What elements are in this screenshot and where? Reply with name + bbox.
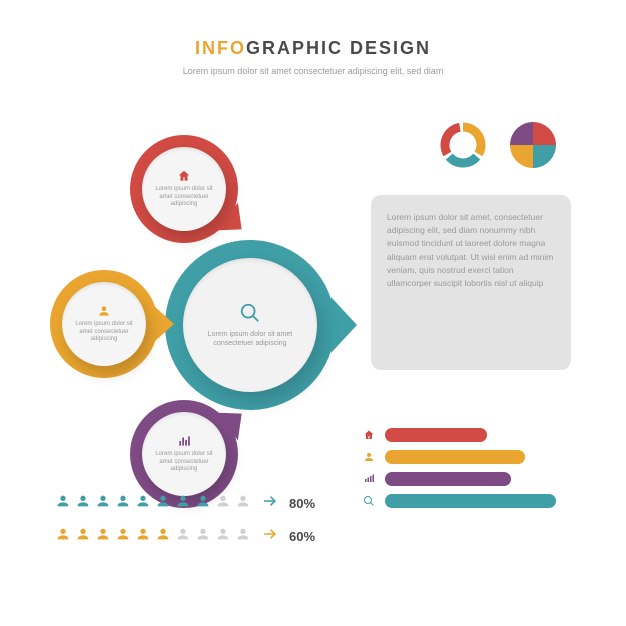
people-row-1: 60% (55, 525, 315, 548)
satellite-inner: Lorem ipsum dolor sit amet consectetuer … (62, 282, 146, 366)
satellite-text: Lorem ipsum dolor sit amet consectetuer … (152, 186, 216, 209)
bars-icon (361, 473, 377, 485)
central-hub: Lorem ipsum dolor sit amet consectetuer … (165, 240, 335, 410)
person-icon (175, 493, 191, 514)
person-icon (235, 493, 251, 514)
hub-text: Lorem ipsum dolor sit amet consectetuer … (201, 330, 299, 349)
donut-chart (438, 120, 488, 170)
satellite-inner: Lorem ipsum dolor sit amet consectetuer … (142, 412, 226, 496)
person-icon (195, 526, 211, 547)
people-row-0: 80% (55, 492, 315, 515)
person-icon (95, 493, 111, 514)
person-icon (55, 493, 71, 514)
bar-row-0 (361, 428, 571, 442)
satellite-text: Lorem ipsum dolor sit amet consectetuer … (152, 451, 216, 474)
bar-row-3 (361, 494, 571, 508)
satellite-1: Lorem ipsum dolor sit amet consectetuer … (50, 270, 158, 378)
person-icon (215, 526, 231, 547)
bar-track (385, 428, 571, 442)
person-icon (115, 526, 131, 547)
person-icon (135, 526, 151, 547)
user-icon (361, 451, 377, 463)
arrow-icon (261, 492, 279, 515)
title-accent: INFO (195, 38, 246, 58)
person-icon (75, 493, 91, 514)
people-pct: 80% (289, 496, 315, 511)
bar-fill (385, 428, 487, 442)
satellite-0: Lorem ipsum dolor sit amet consectetuer … (130, 135, 238, 243)
person-icon (115, 493, 131, 514)
bar-fill (385, 494, 556, 508)
person-icon (55, 526, 71, 547)
search-icon (361, 495, 377, 507)
info-box: Lorem ipsum dolor sit amet, consectetuer… (371, 195, 571, 370)
bar-row-1 (361, 450, 571, 464)
people-pct: 60% (289, 529, 315, 544)
search-icon (239, 302, 261, 324)
person-icon (235, 526, 251, 547)
satellite-tail (154, 306, 174, 342)
person-icon (155, 493, 171, 514)
title-rest: GRAPHIC DESIGN (246, 38, 431, 58)
hub-arrow (331, 297, 357, 353)
page-title: INFOGRAPHIC DESIGN (0, 38, 626, 59)
person-icon (135, 493, 151, 514)
bar-track (385, 472, 571, 486)
person-icon (95, 526, 111, 547)
page-subtitle: Lorem ipsum dolor sit amet consectetuer … (0, 65, 626, 78)
home-icon (361, 429, 377, 441)
satellite-inner: Lorem ipsum dolor sit amet consectetuer … (142, 147, 226, 231)
user-icon (97, 304, 111, 318)
bar-chart (361, 428, 571, 516)
bar-fill (385, 450, 525, 464)
satellite-text: Lorem ipsum dolor sit amet consectetuer … (72, 321, 136, 344)
home-icon (177, 169, 191, 183)
people-chart: 80% 60% (55, 492, 315, 558)
info-box-text: Lorem ipsum dolor sit amet, consectetuer… (387, 212, 553, 288)
hub-inner: Lorem ipsum dolor sit amet consectetuer … (183, 258, 317, 392)
bars-icon (177, 434, 191, 448)
header: INFOGRAPHIC DESIGN Lorem ipsum dolor sit… (0, 0, 626, 78)
person-icon (175, 526, 191, 547)
person-icon (195, 493, 211, 514)
person-icon (215, 493, 231, 514)
mini-charts (438, 120, 556, 170)
bar-fill (385, 472, 511, 486)
pie-chart (510, 122, 556, 168)
bar-row-2 (361, 472, 571, 486)
bar-track (385, 450, 571, 464)
person-icon (75, 526, 91, 547)
person-icon (155, 526, 171, 547)
arrow-icon (261, 525, 279, 548)
bar-track (385, 494, 571, 508)
